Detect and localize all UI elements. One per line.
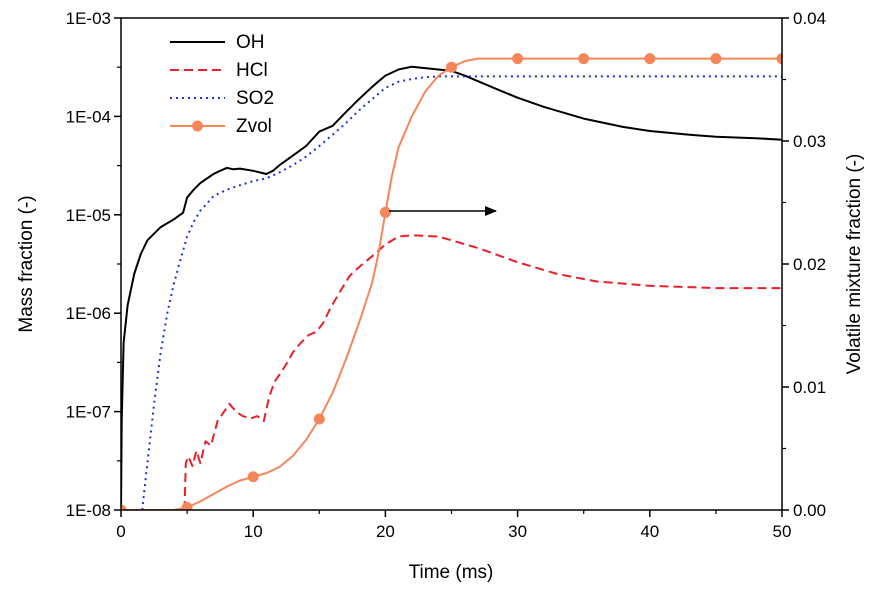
series-line-oh <box>121 65 782 510</box>
x-axis-title: Time (ms) <box>409 562 494 583</box>
y-right-tick-label: 0.02 <box>793 255 826 274</box>
y-left-tick-label: 1E-07 <box>66 403 111 422</box>
legend-swatch-zvol-marker <box>192 120 203 132</box>
x-tick-label: 10 <box>244 522 263 541</box>
legend-label-oh: OH <box>236 32 265 53</box>
series-marker-zvol <box>379 206 391 218</box>
legend-label-hcl: HCl <box>236 60 268 81</box>
series-marker-zvol <box>710 53 722 65</box>
y-right-tick-label: 0.03 <box>793 132 826 151</box>
y-axis-left-title: Mass fraction (-) <box>16 195 37 332</box>
x-tick-label: 40 <box>640 522 659 541</box>
series-marker-zvol <box>313 413 325 425</box>
series-layer <box>121 53 782 510</box>
x-tick-label: 0 <box>116 522 125 541</box>
series-marker-zvol <box>644 53 656 65</box>
series-marker-zvol <box>776 53 782 65</box>
x-tick-label: 30 <box>508 522 527 541</box>
series-line-zvol <box>121 57 782 510</box>
y-left-tick-label: 1E-05 <box>66 206 111 225</box>
legend-label-so2: SO2 <box>236 88 274 109</box>
series-marker-zvol <box>247 471 259 483</box>
x-tick-label: 50 <box>773 522 792 541</box>
plot-frame <box>120 17 783 511</box>
series-marker-zvol <box>181 502 193 510</box>
ticks-layer: 0 10 20 30 40 50 1E-08 1E-07 1E-06 1E-05 1E-04 1E-0… <box>66 9 826 541</box>
series-marker-zvol <box>121 504 127 510</box>
x-tick-label: 20 <box>376 522 395 541</box>
y-left-tick-label: 1E-04 <box>66 107 111 126</box>
y-axis-right-title: Volatile mixture fraction (-) <box>844 154 865 375</box>
legend-label-zvol: Zvol <box>236 116 272 137</box>
legend: OH HCl SO2 Zvol <box>170 32 274 137</box>
series-marker-zvol <box>446 61 457 73</box>
series-line-hcl <box>183 234 782 510</box>
series-marker-zvol <box>578 53 590 65</box>
y-left-tick-label: 1E-08 <box>66 501 111 520</box>
y-right-tick-label: 0.00 <box>793 501 826 520</box>
series-line-so2 <box>141 75 782 510</box>
series-marker-zvol <box>512 53 524 65</box>
y-right-tick-label: 0.04 <box>793 9 826 28</box>
y-left-tick-label: 1E-03 <box>66 9 111 28</box>
y-right-tick-label: 0.01 <box>793 378 826 397</box>
y-left-tick-label: 1E-06 <box>66 304 111 323</box>
